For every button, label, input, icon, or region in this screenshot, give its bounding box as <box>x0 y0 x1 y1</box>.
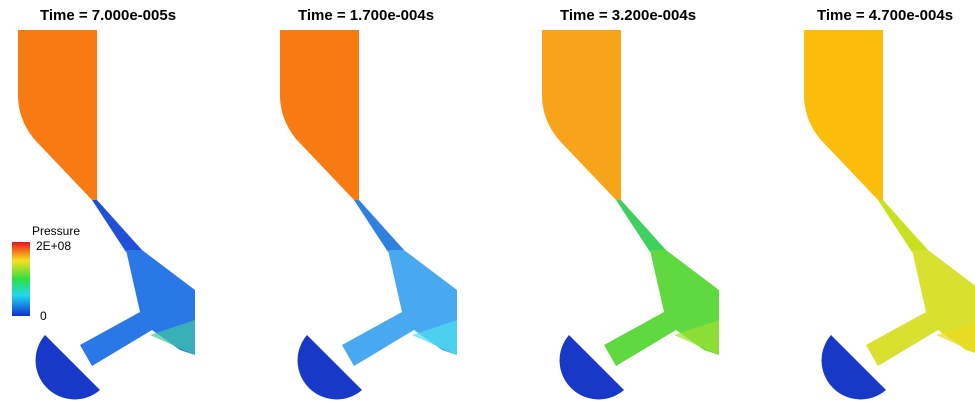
panel <box>542 30 719 399</box>
pressure-field <box>542 30 719 399</box>
colorbar <box>12 242 30 316</box>
panel <box>280 30 457 399</box>
pressure-field <box>18 30 195 399</box>
legend-max: 2E+08 <box>36 239 71 253</box>
panel <box>18 30 195 399</box>
pressure-field <box>804 30 975 399</box>
panel-title: Time = 3.200e-004s <box>560 7 696 24</box>
panel-title: Time = 7.000e-005s <box>40 7 176 24</box>
panel-title: Time = 4.700e-004s <box>817 7 953 24</box>
panel <box>804 30 975 399</box>
legend-min: 0 <box>40 309 47 323</box>
figure: Time = 7.000e-005s Time = 1.700e-004s Ti… <box>0 0 975 401</box>
legend-title: Pressure <box>32 224 80 238</box>
pressure-field <box>280 30 457 399</box>
panel-title: Time = 1.700e-004s <box>298 7 434 24</box>
